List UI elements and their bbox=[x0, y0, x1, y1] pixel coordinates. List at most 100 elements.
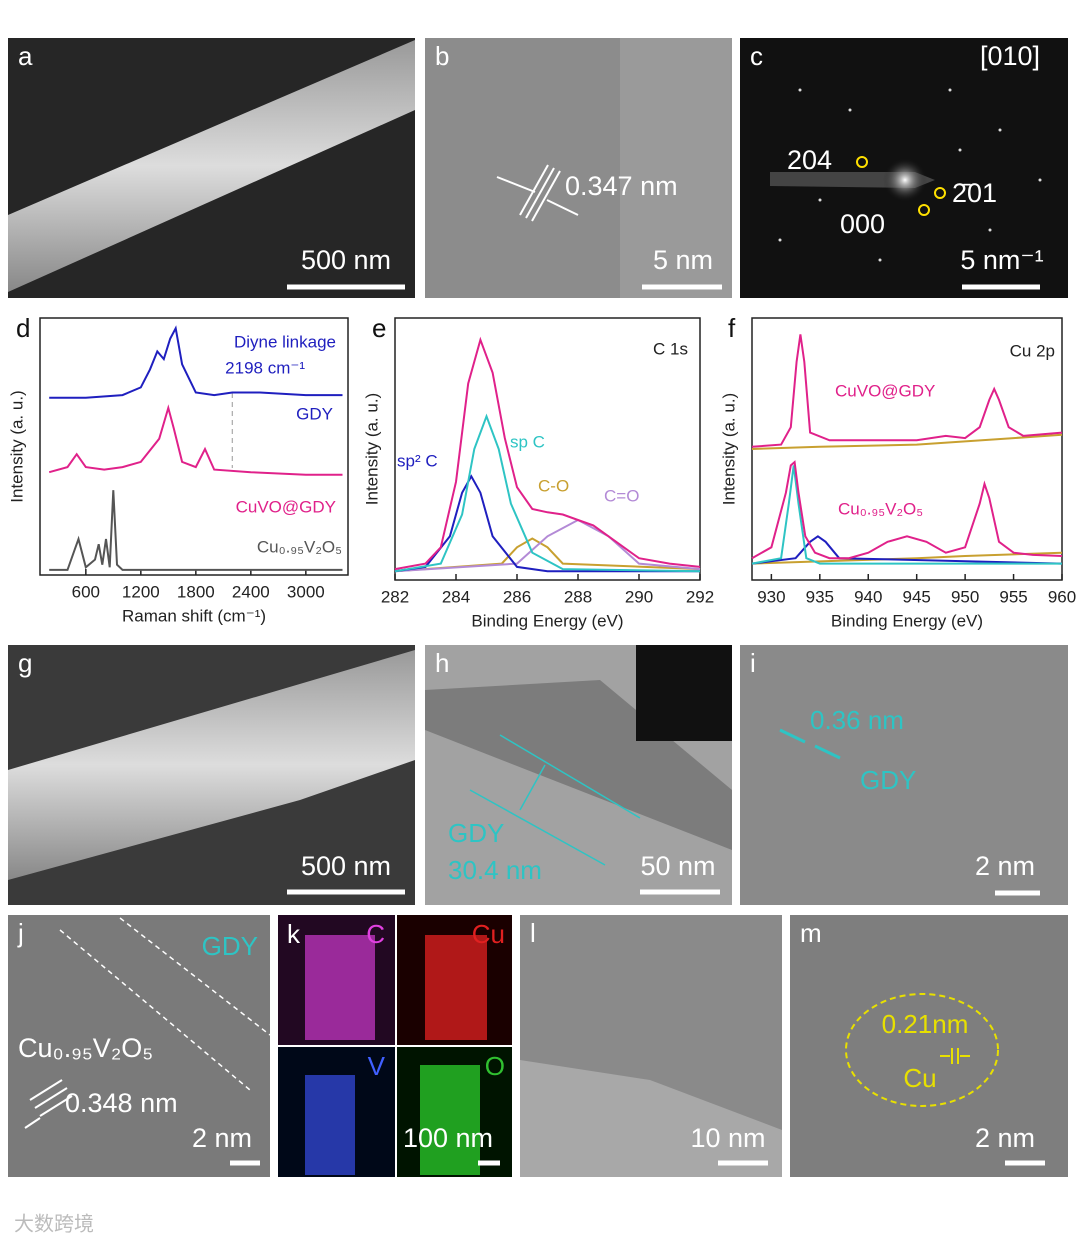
series-label: CuVO@GDY bbox=[236, 497, 336, 516]
x-tick-label: 292 bbox=[686, 587, 714, 606]
eds-signal bbox=[420, 1065, 480, 1175]
series-label: Cu₀.₉₅V₂O₅ bbox=[257, 537, 342, 556]
series-label: Cu₀.₉₅V₂O₅ bbox=[838, 499, 923, 518]
diffraction-spots bbox=[778, 88, 1042, 262]
watermark: 大数跨境 bbox=[14, 1212, 94, 1235]
lattice-marker bbox=[24, 1079, 73, 1129]
panel-label: c bbox=[750, 41, 763, 71]
chart-title: C 1s bbox=[653, 339, 688, 358]
chart-title: Cu 2p bbox=[1010, 341, 1055, 360]
y-axis-label: Intensity (a. u.) bbox=[362, 393, 381, 505]
plot-frame bbox=[394, 317, 701, 581]
eds-signal bbox=[305, 1075, 355, 1175]
carbon-film bbox=[520, 1060, 782, 1177]
series-label: C=O bbox=[604, 486, 639, 505]
x-tick-label: 2400 bbox=[232, 582, 270, 601]
x-tick-label: 955 bbox=[999, 587, 1027, 606]
spectrum-line bbox=[48, 404, 343, 476]
series-label: sp² C bbox=[397, 451, 438, 470]
panel-label: e bbox=[372, 313, 386, 343]
spacing-marker bbox=[940, 1048, 970, 1064]
panel-label: g bbox=[18, 648, 32, 678]
spot-label: 000 bbox=[840, 209, 885, 239]
scale-label: 2 nm bbox=[192, 1123, 252, 1153]
y-axis-label: Intensity (a. u.) bbox=[7, 390, 26, 502]
panel-label: h bbox=[435, 648, 449, 678]
panel-label: d bbox=[16, 313, 30, 343]
indexed-spots bbox=[856, 156, 946, 216]
x-tick-label: 945 bbox=[903, 587, 931, 606]
panel-label: b bbox=[435, 41, 449, 71]
spectrum-line bbox=[751, 460, 1063, 560]
interface-lines bbox=[59, 917, 271, 1091]
x-tick-label: 290 bbox=[625, 587, 653, 606]
x-tick-label: 288 bbox=[564, 587, 592, 606]
x-tick-label: 950 bbox=[951, 587, 979, 606]
cu-cluster-outline bbox=[845, 993, 999, 1107]
y-axis-label: Intensity (a. u.) bbox=[719, 393, 738, 505]
x-axis-label: Raman shift (cm⁻¹) bbox=[122, 606, 266, 625]
spectrum-line bbox=[751, 334, 1063, 448]
series-label: C-O bbox=[538, 476, 569, 495]
panel-label: f bbox=[728, 313, 736, 343]
nanorod bbox=[8, 650, 415, 880]
eds-signal bbox=[305, 935, 375, 1040]
spectrum-line bbox=[49, 490, 343, 571]
scale-label: 500 nm bbox=[301, 851, 391, 881]
x-tick-label: 3000 bbox=[287, 582, 325, 601]
x-tick-label: 935 bbox=[806, 587, 834, 606]
layer-label: GDY bbox=[860, 765, 916, 795]
scale-label: 10 nm bbox=[690, 1123, 765, 1153]
scale-label: 2 nm bbox=[975, 851, 1035, 881]
spectrum-line bbox=[49, 325, 343, 399]
panel-label: m bbox=[800, 918, 822, 948]
nanorod bbox=[8, 40, 415, 292]
inset-saed bbox=[636, 645, 732, 741]
panel-label: l bbox=[530, 918, 536, 948]
spacing-label: 0.21nm bbox=[882, 1009, 969, 1039]
panel-label: a bbox=[18, 41, 33, 71]
lattice-marker bbox=[496, 164, 579, 222]
spectrum-line bbox=[751, 535, 1063, 565]
annotation: Diyne linkage bbox=[234, 332, 336, 351]
element-label: V bbox=[368, 1051, 386, 1081]
spot-label: 204 bbox=[787, 145, 832, 175]
x-tick-label: 1200 bbox=[122, 582, 160, 601]
phase-label: Cu₀.₉₅V₂O₅ bbox=[18, 1033, 153, 1063]
annotation: 2198 cm⁻¹ bbox=[225, 358, 305, 377]
x-tick-label: 1800 bbox=[177, 582, 215, 601]
scale-label: 500 nm bbox=[301, 245, 391, 275]
x-axis-label: Binding Energy (eV) bbox=[831, 611, 983, 630]
spacing-arrows bbox=[779, 728, 841, 760]
element-label: C bbox=[366, 919, 385, 949]
x-tick-label: 930 bbox=[757, 587, 785, 606]
gdy-layer-marker bbox=[469, 734, 641, 866]
panel-label: i bbox=[750, 648, 756, 678]
central-spot bbox=[883, 158, 927, 202]
spectrum-line bbox=[394, 413, 701, 573]
tem-image bbox=[8, 915, 270, 1177]
layer-label: GDY bbox=[202, 931, 258, 961]
x-tick-label: 940 bbox=[854, 587, 882, 606]
element-label: Cu bbox=[472, 919, 505, 949]
scale-label: 5 nm⁻¹ bbox=[960, 245, 1043, 275]
scale-label: 50 nm bbox=[640, 851, 715, 881]
x-tick-label: 286 bbox=[503, 587, 531, 606]
scale-label: 2 nm bbox=[975, 1123, 1035, 1153]
series-label: CuVO@GDY bbox=[835, 381, 935, 400]
zone-axis: [010] bbox=[980, 41, 1040, 71]
series-label: GDY bbox=[296, 404, 333, 423]
spectrum-line bbox=[751, 551, 1063, 565]
spectrum-line bbox=[394, 336, 701, 571]
spacing-label: 0.347 nm bbox=[565, 171, 678, 201]
thickness-label: 30.4 nm bbox=[448, 855, 542, 885]
spacing-label: 0.36 nm bbox=[810, 705, 904, 735]
plot-frame bbox=[39, 317, 349, 576]
spectrum-line bbox=[751, 433, 1063, 450]
layer-label: GDY bbox=[448, 818, 504, 848]
x-tick-label: 960 bbox=[1048, 587, 1076, 606]
x-tick-label: 284 bbox=[442, 587, 470, 606]
x-tick-label: 600 bbox=[72, 582, 100, 601]
panel-label: k bbox=[287, 919, 301, 949]
